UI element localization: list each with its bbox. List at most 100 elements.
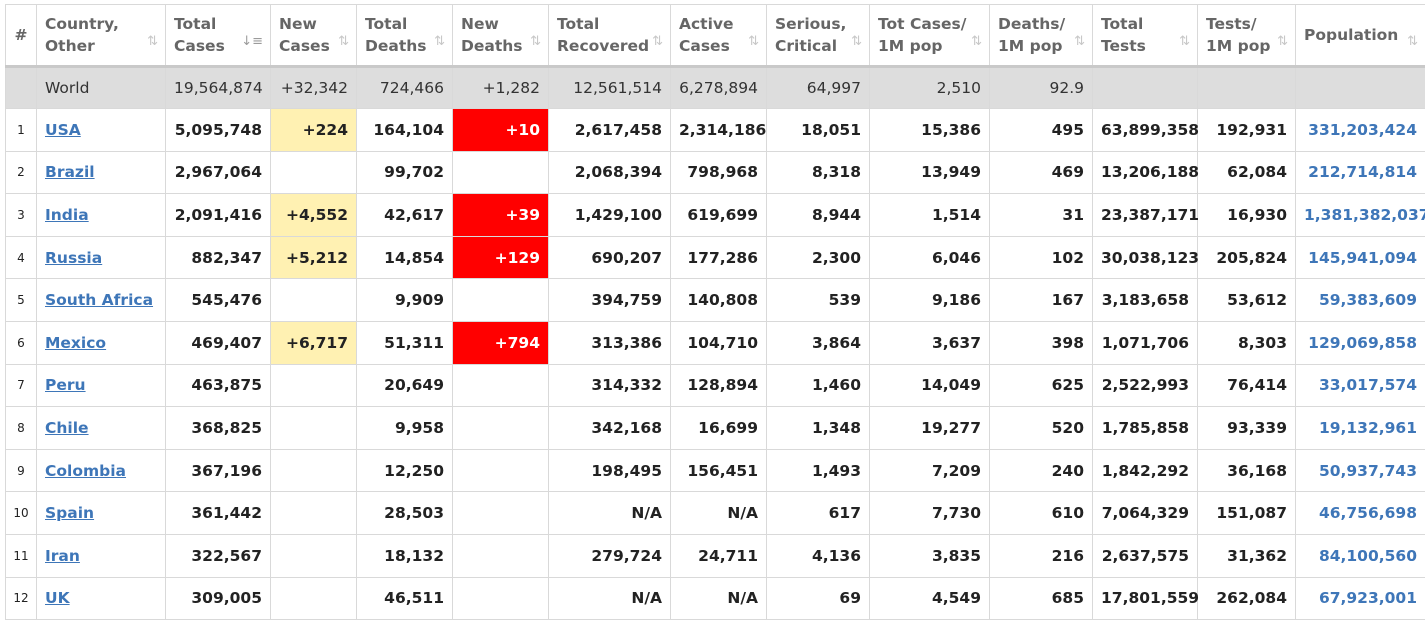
deaths-per-million-cell: 495 [990, 109, 1093, 152]
header-index: # [6, 5, 37, 67]
deaths-per-million-cell: 520 [990, 407, 1093, 450]
sort-arrows-icon[interactable]: ⇅ [1179, 31, 1190, 53]
sort-arrows-icon[interactable]: ⇅ [851, 31, 862, 53]
country-link[interactable]: Peru [45, 376, 86, 394]
header-country[interactable]: Country,Other⇅ [37, 5, 166, 67]
total-cases-cell: 5,095,748 [166, 109, 271, 152]
country-link[interactable]: USA [45, 121, 81, 139]
tests-per-million-cell: 36,168 [1198, 449, 1296, 492]
sort-arrows-icon[interactable]: ⇅ [652, 31, 663, 53]
country-link[interactable]: Iran [45, 547, 80, 565]
country-cell: India [37, 194, 166, 237]
new-deaths-cell [453, 577, 549, 620]
population-cell: 1,381,382,037 [1296, 194, 1425, 237]
deaths-per-million-cell: 240 [990, 449, 1093, 492]
total-tests-cell: 1,785,858 [1093, 407, 1198, 450]
total-tests-cell: 63,899,358 [1093, 109, 1198, 152]
cases-per-million-cell: 6,046 [870, 236, 990, 279]
deaths-per-million-cell: 167 [990, 279, 1093, 322]
serious-critical-cell: 1,493 [767, 449, 870, 492]
header-deaths-per-million[interactable]: Deaths/1M pop⇅ [990, 5, 1093, 67]
header-tests-per-million[interactable]: Tests/1M pop⇅ [1198, 5, 1296, 67]
active-cases-cell: 2,314,186 [671, 109, 767, 152]
country-cell: USA [37, 109, 166, 152]
serious-critical-cell: 1,460 [767, 364, 870, 407]
country-link[interactable]: Spain [45, 504, 94, 522]
serious-critical-cell: 617 [767, 492, 870, 535]
country-link[interactable]: Brazil [45, 163, 95, 181]
tests-per-million-cell: 62,084 [1198, 151, 1296, 194]
active-cases-cell: 619,699 [671, 194, 767, 237]
deaths-per-million-cell: 102 [990, 236, 1093, 279]
active-cases-cell: 128,894 [671, 364, 767, 407]
sort-arrows-icon[interactable]: ⇅ [1277, 31, 1288, 53]
world-active-cases: 6,278,894 [671, 67, 767, 109]
cases-per-million-cell: 9,186 [870, 279, 990, 322]
sort-arrows-icon[interactable]: ⇅ [971, 31, 982, 53]
sort-descending-icon[interactable]: ↓≡ [241, 31, 263, 53]
tests-per-million-cell: 262,084 [1198, 577, 1296, 620]
header-cases-per-m-line2: 1M pop [878, 37, 942, 55]
sort-arrows-icon[interactable]: ⇅ [434, 31, 445, 53]
sort-arrows-icon[interactable]: ⇅ [338, 31, 349, 53]
country-link[interactable]: South Africa [45, 291, 153, 309]
country-link[interactable]: Colombia [45, 462, 126, 480]
total-tests-cell: 30,038,123 [1093, 236, 1198, 279]
total-cases-cell: 368,825 [166, 407, 271, 450]
new-cases-cell [271, 151, 357, 194]
total-recovered-cell: 394,759 [549, 279, 671, 322]
world-row: World 19,564,874 +32,342 724,466 +1,282 … [6, 67, 1425, 109]
row-index: 11 [6, 534, 37, 577]
total-tests-cell: 2,522,993 [1093, 364, 1198, 407]
header-total-deaths-line1: Total [365, 15, 407, 33]
sort-arrows-icon[interactable]: ⇅ [1407, 31, 1418, 53]
header-population-label: Population [1304, 26, 1398, 44]
sort-arrows-icon[interactable]: ⇅ [530, 31, 541, 53]
row-index: 9 [6, 449, 37, 492]
country-link[interactable]: India [45, 206, 89, 224]
header-cases-per-million[interactable]: Tot Cases/1M pop ⇅ [870, 5, 990, 67]
sort-arrows-icon[interactable]: ⇅ [1074, 31, 1085, 53]
total-recovered-cell: 690,207 [549, 236, 671, 279]
header-cases-per-m-line1: Tot Cases/ [878, 15, 966, 33]
header-total-tests-line1: Total [1101, 15, 1143, 33]
country-cell: Colombia [37, 449, 166, 492]
country-link[interactable]: Russia [45, 249, 102, 267]
total-tests-cell: 13,206,188 [1093, 151, 1198, 194]
country-link[interactable]: Mexico [45, 334, 106, 352]
active-cases-cell: 140,808 [671, 279, 767, 322]
world-total-cases: 19,564,874 [166, 67, 271, 109]
tests-per-million-cell: 76,414 [1198, 364, 1296, 407]
total-deaths-cell: 99,702 [357, 151, 453, 194]
active-cases-cell: N/A [671, 577, 767, 620]
world-total-recovered: 12,561,514 [549, 67, 671, 109]
new-cases-cell: +6,717 [271, 321, 357, 364]
world-new-deaths: +1,282 [453, 67, 549, 109]
country-link[interactable]: Chile [45, 419, 89, 437]
world-index [6, 67, 37, 109]
sort-arrows-icon[interactable]: ⇅ [748, 31, 759, 53]
country-link[interactable]: UK [45, 589, 70, 607]
sort-arrows-icon[interactable]: ⇅ [147, 31, 158, 53]
cases-per-million-cell: 3,637 [870, 321, 990, 364]
header-population[interactable]: Population ⇅ [1296, 5, 1425, 67]
deaths-per-million-cell: 398 [990, 321, 1093, 364]
header-serious-critical[interactable]: Serious,Critical⇅ [767, 5, 870, 67]
tests-per-million-cell: 151,087 [1198, 492, 1296, 535]
world-cases-per-m: 2,510 [870, 67, 990, 109]
country-cell: Peru [37, 364, 166, 407]
deaths-per-million-cell: 625 [990, 364, 1093, 407]
header-new-cases-line1: New [279, 15, 317, 33]
